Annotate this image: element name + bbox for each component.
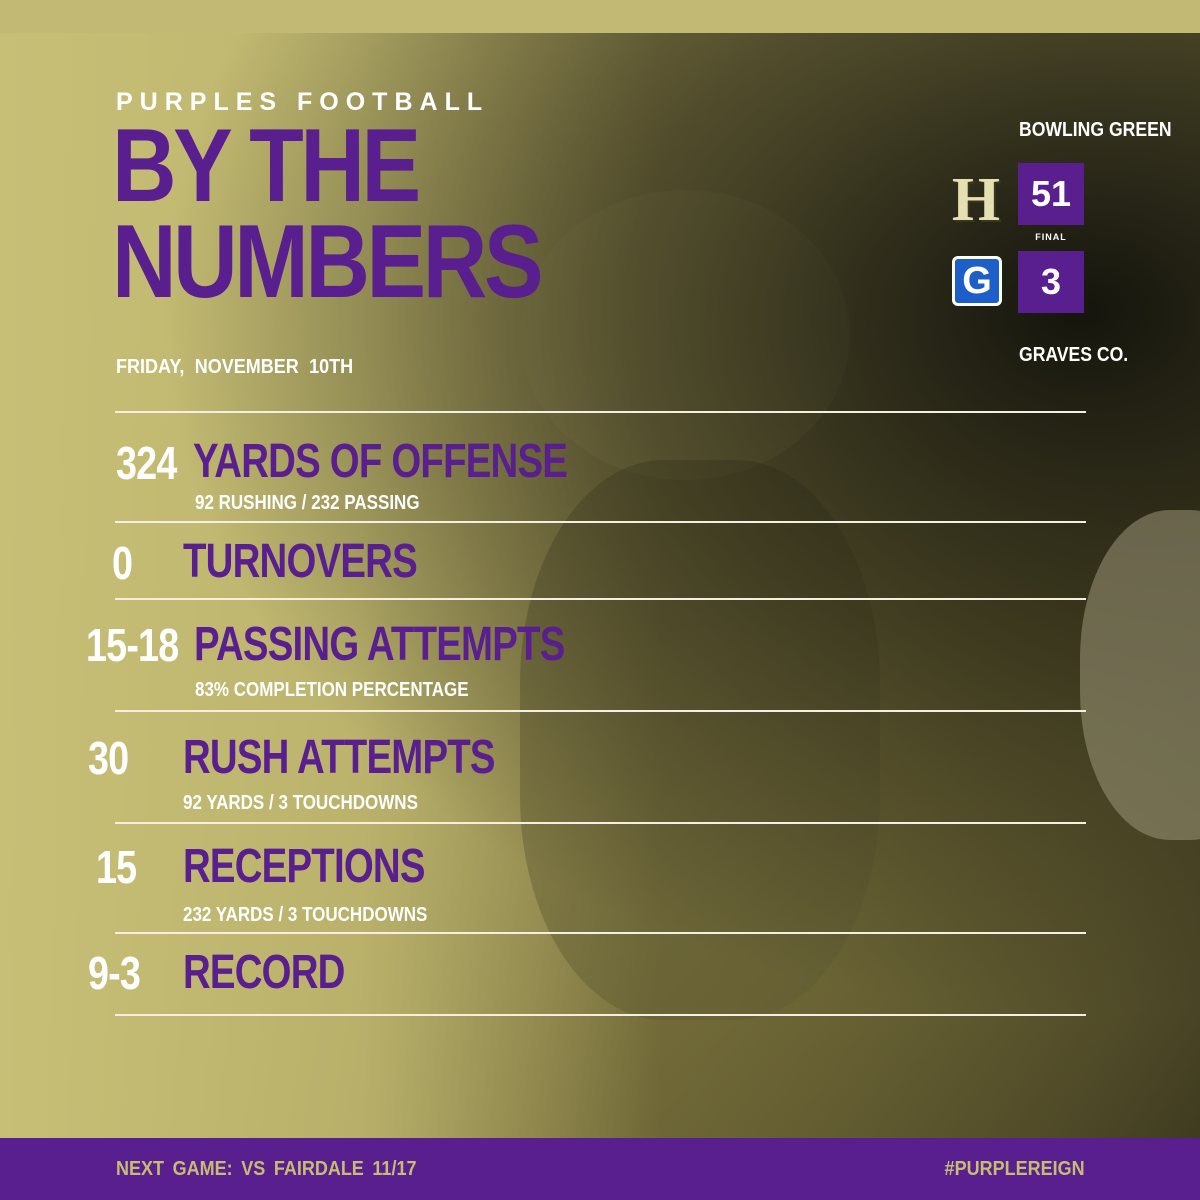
stat-value: 30	[88, 732, 129, 784]
opponent-photo	[1080, 510, 1200, 840]
divider	[115, 932, 1086, 934]
divider	[115, 521, 1086, 523]
away-team-name: GRAVES CO.	[1019, 344, 1129, 366]
stat-label: YARDS OF OFFENSE	[193, 435, 568, 488]
graves-county-g-logo-icon: G	[952, 256, 1002, 306]
stat-label: RECEPTIONS	[183, 840, 425, 893]
stat-value: 324	[116, 437, 177, 489]
stat-sub: 92 RUSHING / 232 PASSING	[195, 492, 420, 514]
stat-value: 9-3	[88, 947, 141, 999]
hashtag-text: #PURPLEREIGN	[944, 1158, 1085, 1180]
stat-label: RUSH ATTEMPTS	[183, 731, 496, 784]
top-band	[0, 0, 1200, 33]
divider	[115, 1014, 1086, 1016]
photo-shadow	[0, 33, 1200, 1138]
stat-label: TURNOVERS	[183, 535, 418, 588]
stat-sub: 232 YARDS / 3 TOUCHDOWNS	[183, 904, 428, 926]
kicker-text: PURPLES FOOTBALL	[116, 88, 490, 116]
stat-sub: 92 YARDS / 3 TOUCHDOWNS	[183, 792, 418, 814]
title-line-2: NUMBERS	[112, 204, 544, 320]
next-game-text: NEXT GAME: VS FAIRDALE 11/17	[116, 1158, 417, 1180]
home-team-name: BOWLING GREEN	[1019, 119, 1172, 141]
divider	[115, 598, 1086, 600]
home-score: 51	[1018, 163, 1084, 225]
stats-list: 324 YARDS OF OFFENSE 92 RUSHING / 232 PA…	[86, 411, 1086, 1016]
stat-value: 0	[112, 537, 133, 589]
game-date: FRIDAY, NOVEMBER 10TH	[116, 356, 354, 378]
divider	[115, 710, 1086, 712]
scoreboard: BOWLING GREEN H 51 FINAL G 3 GRAVES CO.	[0, 0, 1200, 400]
page-title: BY THE NUMBERS	[112, 108, 544, 320]
away-score: 3	[1018, 251, 1084, 313]
stat-label: PASSING ATTEMPTS	[194, 618, 565, 671]
stat-value: 15	[96, 841, 137, 893]
bowling-green-h-logo-icon: H	[951, 166, 1001, 234]
divider	[115, 411, 1086, 413]
stat-sub: 83% COMPLETION PERCENTAGE	[195, 679, 469, 701]
stat-label: RECORD	[183, 946, 345, 999]
divider	[115, 822, 1086, 824]
footer-bar: NEXT GAME: VS FAIRDALE 11/17 #PURPLEREIG…	[0, 1138, 1200, 1200]
stat-value: 15-18	[86, 619, 179, 671]
final-label: FINAL	[1035, 232, 1067, 242]
title-line-1: BY THE	[112, 108, 421, 224]
